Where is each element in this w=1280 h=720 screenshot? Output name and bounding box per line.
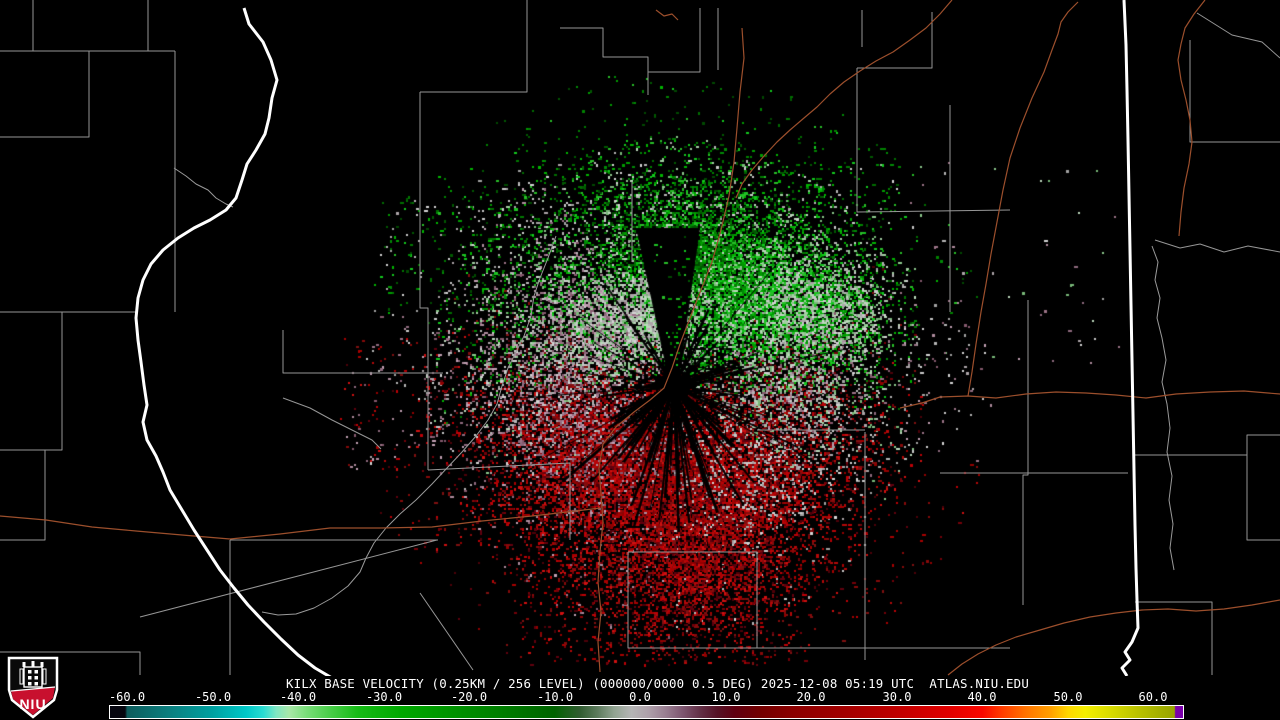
- colorbar-tick-label: -40.0: [279, 690, 317, 704]
- colorbar-tick-label: 30.0: [882, 690, 912, 704]
- colorbar-tick-label: -60.0: [108, 690, 146, 704]
- colorbar-tick-label: -10.0: [536, 690, 574, 704]
- niu-shield-red-band: [11, 687, 55, 715]
- colorbar-tick-label: -20.0: [450, 690, 488, 704]
- colorbar-tick-label: 50.0: [1053, 690, 1083, 704]
- velocity-colorbar: [109, 705, 1184, 719]
- colorbar-tick-label: 0.0: [629, 690, 651, 704]
- niu-logo: NIU: [7, 656, 59, 719]
- niu-shield-divider: [10, 686, 56, 692]
- colorbar-tick-label: -30.0: [365, 690, 403, 704]
- colorbar-tick-label: 40.0: [967, 690, 997, 704]
- colorbar-tick-label: 10.0: [711, 690, 741, 704]
- colorbar-tick-labels: -60.0 -50.0 -40.0 -30.0 -20.0 -10.0 0.0 10.0 20.…: [0, 691, 1280, 704]
- colorbar-tick-label: 20.0: [796, 690, 826, 704]
- niu-logo-text: NIU: [19, 696, 46, 712]
- colorbar-tick-label: -50.0: [194, 690, 232, 704]
- colorbar-tick-label: 60.0: [1138, 690, 1168, 704]
- product-caption: KILX BASE VELOCITY (0.25KM / 256 LEVEL) …: [286, 676, 1029, 691]
